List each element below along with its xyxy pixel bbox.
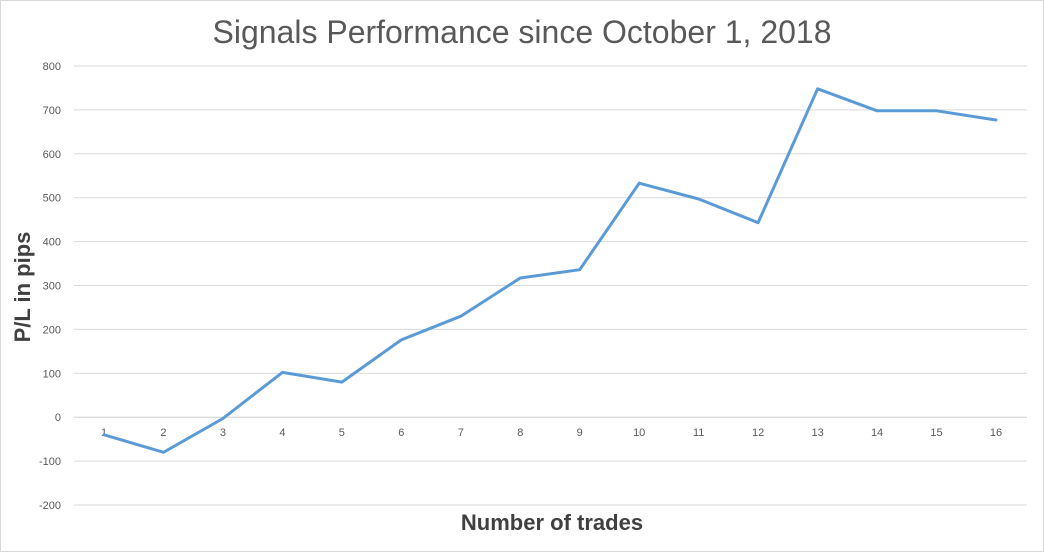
x-tick-label: 16 [990,427,1002,439]
chart-title: Signals Performance since October 1, 201… [212,14,832,50]
x-tick-label: 11 [693,427,704,439]
x-tick-label: 13 [811,427,823,439]
series-line [102,87,998,454]
y-tick-label: 500 [43,193,61,205]
y-tick-label: 600 [43,149,61,161]
x-tick-label: 9 [577,427,583,439]
y-tick-label: 100 [43,368,61,380]
x-tick-label: 3 [220,427,226,439]
x-tick-label: 15 [930,427,942,439]
x-tick-label: 1 [101,427,107,439]
y-tick-label: 400 [43,237,61,249]
x-tick-label: 14 [871,427,883,439]
x-tick-label: 5 [339,427,345,439]
y-tick-label: 300 [43,281,61,293]
y-tick-label: -100 [39,456,61,468]
series-group [102,87,998,454]
x-tick-label: 7 [458,427,464,439]
x-tick-label: 4 [279,427,285,439]
gridlines [74,65,1027,506]
y-tick-label: 800 [43,61,61,73]
x-tick-label: 8 [517,427,523,439]
y-axis-ticks: 800 700 600 500 400 300 200 100 0 -100 -200 [39,61,61,512]
x-axis-ticks: 1 2 3 4 5 6 7 8 9 10 11 12 13 14 15 16 [101,427,1002,439]
y-tick-label: 700 [43,105,61,117]
x-tick-label: 12 [752,427,764,439]
y-tick-label: 200 [43,324,61,336]
x-tick-label: 6 [398,427,404,439]
y-tick-label: -200 [39,500,61,512]
x-axis-title: Number of trades [460,510,644,535]
x-tick-label: 10 [633,427,645,439]
y-tick-label: 0 [55,412,61,424]
x-tick-label: 2 [160,427,166,439]
